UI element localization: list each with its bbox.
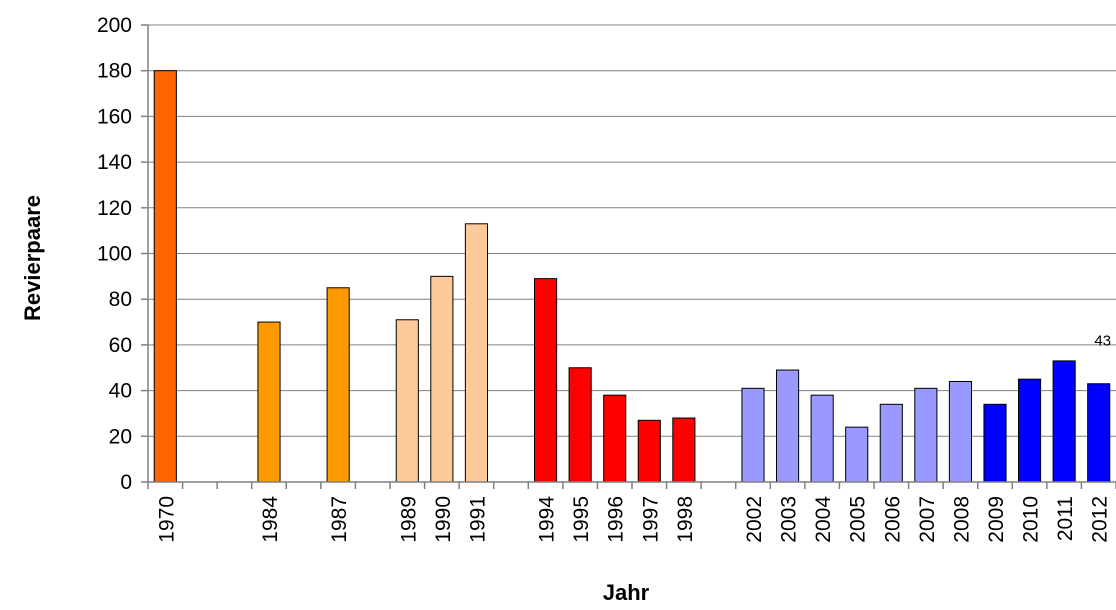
x-tick-label: 2005 xyxy=(847,496,870,543)
data-label-2012: 43 xyxy=(1094,333,1111,350)
x-tick-label: 1984 xyxy=(259,496,282,543)
x-tick-label: 1989 xyxy=(397,496,420,543)
bar-2003 xyxy=(776,369,800,483)
bar-1984 xyxy=(257,321,281,483)
x-tick-label: 1987 xyxy=(328,496,351,543)
bar-1996 xyxy=(603,394,627,483)
x-tick-label: 2004 xyxy=(812,496,835,543)
x-tick-label: 2012 xyxy=(1089,496,1112,543)
y-tick-label: 100 xyxy=(97,243,132,266)
bar-1991 xyxy=(464,223,488,483)
data-labels: 43 xyxy=(1094,333,1111,350)
x-tick-label: 1997 xyxy=(639,496,662,543)
y-tick-label: 180 xyxy=(97,60,132,83)
x-tick-label: 2008 xyxy=(950,496,973,543)
bar-2005 xyxy=(845,426,869,483)
x-axis-title: Jahr xyxy=(603,580,650,605)
bar-1995 xyxy=(568,367,592,483)
bar-2004 xyxy=(810,394,834,483)
y-tick-label: 0 xyxy=(120,471,132,494)
bar-1970 xyxy=(153,70,177,483)
x-tick-label: 1970 xyxy=(155,496,178,543)
bar-2011 xyxy=(1052,360,1076,483)
x-tick-label: 1998 xyxy=(674,496,697,543)
bar-1989 xyxy=(395,319,419,483)
y-tick-label: 200 xyxy=(97,14,132,37)
x-tick-label: 1990 xyxy=(432,496,455,543)
x-tick-label: 2010 xyxy=(1020,496,1043,543)
bar-1994 xyxy=(534,278,558,483)
bar-1987 xyxy=(326,287,350,483)
x-tick-label: 2009 xyxy=(985,496,1008,543)
y-tick-label: 20 xyxy=(109,425,132,448)
y-tick-label: 160 xyxy=(97,105,132,128)
bar-1998 xyxy=(672,417,696,483)
gridlines xyxy=(148,24,1116,437)
y-tick-label: 140 xyxy=(97,151,132,174)
bar-2002 xyxy=(741,387,765,483)
y-tick-labels: 0 20 40 60 80 100 120 140 160 180 200 xyxy=(97,14,132,494)
bar-2009 xyxy=(983,403,1007,483)
x-tick-labels: 1970 1984 1987 1989 1990 1991 1994 1995 1996 1997… xyxy=(155,496,1111,543)
y-tick-label: 80 xyxy=(109,288,132,311)
bar-1990 xyxy=(430,275,454,483)
x-tick-label: 2002 xyxy=(743,496,766,543)
x-tick-label: 2003 xyxy=(778,496,801,543)
y-tick-label: 60 xyxy=(109,334,132,357)
x-tick-label: 1991 xyxy=(466,496,489,543)
x-tick-label: 1995 xyxy=(570,496,593,543)
x-tick-label: 2011 xyxy=(1054,496,1077,541)
bar-2007 xyxy=(914,387,938,483)
bar-2012 xyxy=(1087,383,1111,483)
bar-2008 xyxy=(948,380,972,483)
x-tick-label: 1996 xyxy=(605,496,628,543)
y-axis-title: Revierpaare xyxy=(20,195,45,321)
bars xyxy=(153,70,1111,483)
axes xyxy=(141,24,1116,489)
bar-1997 xyxy=(637,419,661,483)
x-tick-label: 2007 xyxy=(916,496,939,543)
y-tick-label: 120 xyxy=(97,197,132,220)
bar-2010 xyxy=(1018,378,1042,483)
bar-2006 xyxy=(879,403,903,483)
y-tick-label: 40 xyxy=(109,380,132,403)
x-tick-label: 1994 xyxy=(536,496,559,543)
x-tick-label: 2006 xyxy=(881,496,904,543)
